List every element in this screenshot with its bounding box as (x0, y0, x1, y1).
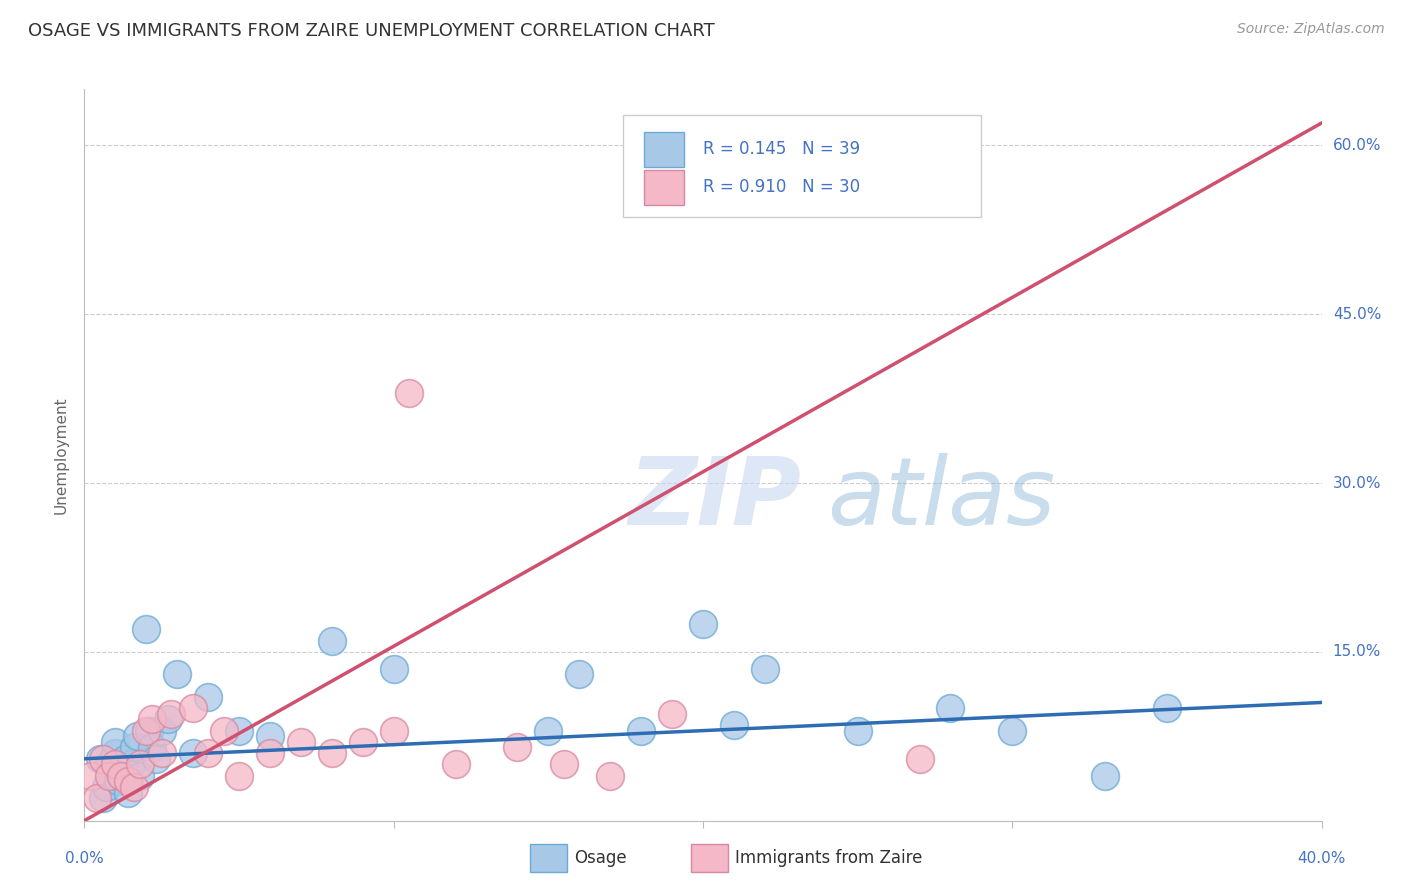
Point (939, 701, 962, 715)
Text: Immigrants from Zaire: Immigrants from Zaire (735, 849, 922, 867)
Text: R = 0.910   N = 30: R = 0.910 N = 30 (703, 178, 860, 196)
Text: 40.0%: 40.0% (1298, 851, 1346, 866)
Text: 0.0%: 0.0% (65, 851, 104, 866)
FancyBboxPatch shape (690, 844, 728, 871)
Point (259, 746, 281, 760)
Point (129, 769, 152, 783)
Point (1094, 769, 1116, 783)
Point (98, 757, 121, 772)
Point (129, 757, 152, 772)
Point (723, 718, 745, 732)
Point (290, 735, 312, 749)
Point (104, 757, 127, 772)
FancyBboxPatch shape (644, 169, 685, 205)
FancyBboxPatch shape (644, 132, 685, 167)
Point (197, 746, 219, 760)
Point (107, 774, 129, 789)
Text: 60.0%: 60.0% (1333, 138, 1381, 153)
Point (181, 701, 204, 715)
Point (94, 780, 117, 794)
Point (160, 706, 183, 721)
Point (79, 769, 101, 783)
Point (98, 769, 121, 783)
Text: OSAGE VS IMMIGRANTS FROM ZAIRE UNEMPLOYMENT CORRELATION CHART: OSAGE VS IMMIGRANTS FROM ZAIRE UNEMPLOYM… (28, 22, 714, 40)
Text: 30.0%: 30.0% (1333, 475, 1381, 491)
Point (104, 735, 127, 749)
Point (117, 774, 139, 789)
FancyBboxPatch shape (530, 844, 567, 871)
Point (138, 723, 160, 738)
Point (908, 752, 931, 766)
Point (1156, 701, 1178, 715)
Point (228, 769, 250, 783)
Point (181, 746, 204, 760)
Point (145, 752, 167, 766)
Point (228, 723, 250, 738)
Point (197, 690, 219, 704)
Point (120, 757, 142, 772)
Text: atlas: atlas (827, 453, 1054, 544)
Point (114, 752, 136, 766)
Point (141, 740, 163, 755)
Y-axis label: Unemployment: Unemployment (53, 396, 69, 514)
Point (117, 785, 139, 799)
Point (568, 667, 591, 681)
Point (212, 723, 235, 738)
Point (382, 723, 405, 738)
Point (382, 662, 405, 676)
Point (141, 712, 163, 726)
Point (110, 763, 132, 777)
Point (91, 752, 114, 766)
Point (321, 633, 343, 648)
Point (110, 769, 132, 783)
Point (692, 616, 714, 631)
Point (89, 752, 111, 766)
Point (166, 667, 188, 681)
Text: Source: ZipAtlas.com: Source: ZipAtlas.com (1237, 22, 1385, 37)
Point (553, 757, 575, 772)
Point (398, 386, 420, 401)
Text: ZIP: ZIP (628, 453, 801, 545)
Point (125, 729, 148, 743)
Point (754, 662, 776, 676)
Point (122, 740, 145, 755)
Point (846, 723, 869, 738)
Point (150, 723, 173, 738)
Point (86, 791, 108, 805)
Point (259, 729, 281, 743)
Point (537, 723, 560, 738)
Text: Osage: Osage (574, 849, 627, 867)
Point (150, 746, 173, 760)
Point (599, 769, 621, 783)
Point (91, 791, 114, 805)
Point (444, 757, 467, 772)
Point (630, 723, 652, 738)
Point (135, 723, 157, 738)
Point (104, 746, 127, 760)
FancyBboxPatch shape (623, 115, 981, 218)
Point (122, 780, 145, 794)
Point (506, 740, 529, 755)
Point (352, 735, 374, 749)
Point (321, 746, 343, 760)
Point (661, 706, 683, 721)
Text: 45.0%: 45.0% (1333, 307, 1381, 322)
Text: R = 0.145   N = 39: R = 0.145 N = 39 (703, 140, 860, 158)
Text: 15.0%: 15.0% (1333, 644, 1381, 659)
Point (101, 769, 124, 783)
Point (156, 712, 179, 726)
Point (135, 623, 157, 637)
Point (831, 172, 853, 186)
Point (1001, 723, 1024, 738)
